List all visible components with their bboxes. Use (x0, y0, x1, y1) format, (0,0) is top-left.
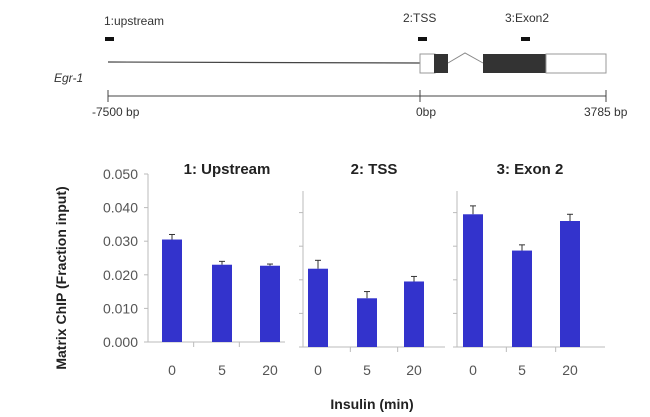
bar (212, 264, 232, 342)
x-tick-label: 0 (314, 362, 322, 378)
upstream-line (107, 61, 421, 64)
y-tick-label: 0.040 (103, 200, 138, 216)
scale-label-zero: 0bp (416, 105, 436, 119)
bar (463, 214, 483, 347)
bar (512, 250, 532, 347)
x-tick-label: 20 (562, 362, 578, 378)
panel-title: 2: TSS (351, 161, 398, 178)
exon1-utr (419, 53, 436, 74)
x-tick-label: 20 (262, 362, 278, 378)
x-tick-label: 0 (469, 362, 477, 378)
y-tick-label: 0.050 (103, 166, 138, 182)
x-axis-label: Insulin (min) (330, 396, 413, 412)
x-tick-label: 5 (518, 362, 526, 378)
bar (357, 298, 377, 347)
panel-title: 3: Exon 2 (497, 161, 564, 178)
bar (260, 265, 280, 342)
bar (560, 221, 580, 347)
probe-mark-upstream (105, 37, 114, 41)
y-tick-label: 0.020 (103, 267, 138, 283)
x-tick-label: 0 (168, 362, 176, 378)
probe-label-exon2: 3:Exon2 (505, 11, 549, 25)
panel-title: 1: Upstream (184, 161, 271, 178)
gene-name: Egr-1 (54, 71, 83, 85)
exon2-utr (545, 53, 607, 74)
probe-label-upstream: 1:upstream (104, 14, 164, 28)
intron (447, 52, 484, 64)
probe-label-tss: 2:TSS (403, 11, 436, 25)
gene-map: Egr-1 1:upstream 2:TSS 3:Exon2 -7500 bp … (54, 11, 628, 119)
chart: Matrix ChIP (Fraction input) Insulin (mi… (53, 161, 605, 412)
y-tick-label: 0.010 (103, 300, 138, 316)
exon2-coding (483, 54, 546, 73)
probe-mark-exon2 (521, 37, 530, 41)
y-tick-label: 0.000 (103, 334, 138, 350)
bar (404, 281, 424, 347)
probe-mark-tss (418, 37, 427, 41)
y-tick-label: 0.030 (103, 233, 138, 249)
bar (308, 268, 328, 347)
exon1-coding (434, 54, 448, 73)
x-tick-label: 5 (218, 362, 226, 378)
x-tick-label: 5 (363, 362, 371, 378)
scale-label-end: 3785 bp (584, 105, 628, 119)
y-axis-label: Matrix ChIP (Fraction input) (53, 186, 69, 369)
scale-label-start: -7500 bp (92, 105, 140, 119)
x-tick-label: 20 (406, 362, 422, 378)
bar (162, 239, 182, 342)
